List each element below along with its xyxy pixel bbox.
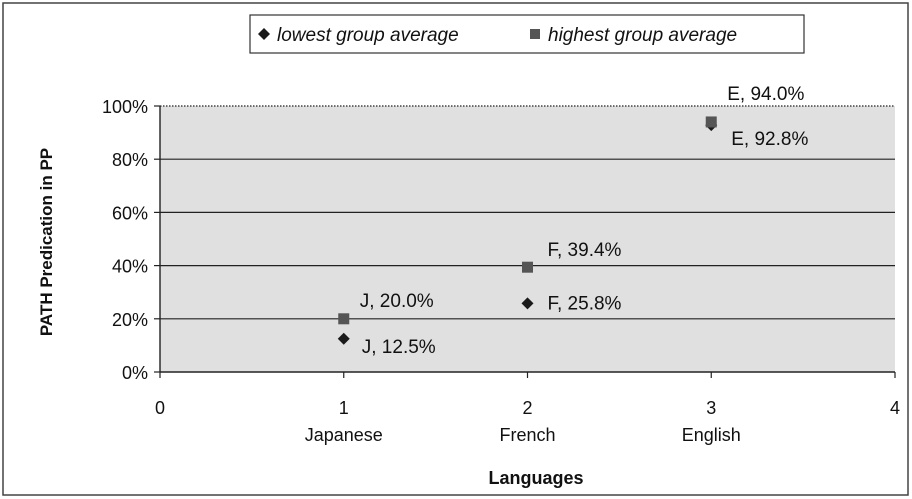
data-label: J, 12.5%	[362, 337, 436, 358]
category-label: Japanese	[305, 425, 383, 445]
data-labels: J, 12.5% F, 25.8% E, 92.8% J, 20.0% F, 39.4%…	[360, 84, 809, 358]
data-points	[337, 116, 718, 345]
x-tick-label: 1	[339, 398, 349, 418]
data-label: F, 25.8%	[548, 293, 622, 314]
data-label: J, 20.0%	[360, 291, 434, 312]
y-tick-label: 100%	[102, 97, 148, 117]
legend-square-marker	[530, 29, 540, 39]
plot-area	[160, 106, 895, 372]
legend-box	[249, 14, 805, 54]
x-axis-title: Languages	[488, 468, 583, 488]
y-tick-label: 40%	[112, 257, 148, 277]
category-label: English	[682, 425, 741, 445]
data-point-square	[522, 261, 533, 273]
axes	[154, 105, 896, 378]
y-tick-label: 60%	[112, 203, 148, 223]
y-tick-label: 20%	[112, 310, 148, 330]
y-axis-title: PATH Predication in PP	[37, 148, 56, 336]
x-tick-label: 4	[890, 398, 900, 418]
category-labels: Japanese French English	[305, 425, 741, 445]
category-label: French	[499, 425, 555, 445]
x-tick-label: 3	[706, 398, 716, 418]
data-point-square	[338, 313, 350, 325]
legend-entry-highest: highest group average	[548, 25, 737, 46]
legend-diamond-marker	[258, 28, 270, 40]
data-point-diamond	[521, 297, 534, 310]
data-label: E, 94.0%	[727, 84, 804, 105]
y-tick-label: 80%	[112, 150, 148, 170]
tick-labels: 0% 20% 40% 60% 80% 100% 0 1 2 3 4	[102, 97, 900, 418]
data-label: E, 92.8%	[731, 129, 808, 150]
x-tick-label: 0	[155, 398, 165, 418]
data-point-square	[705, 116, 717, 128]
legend: lowest group average highest group avera…	[249, 14, 805, 54]
y-tick-label: 0%	[122, 363, 148, 383]
x-tick-label: 2	[522, 398, 532, 418]
data-point-diamond	[337, 332, 350, 345]
legend-entry-lowest: lowest group average	[277, 25, 459, 46]
data-label: F, 39.4%	[548, 240, 622, 261]
